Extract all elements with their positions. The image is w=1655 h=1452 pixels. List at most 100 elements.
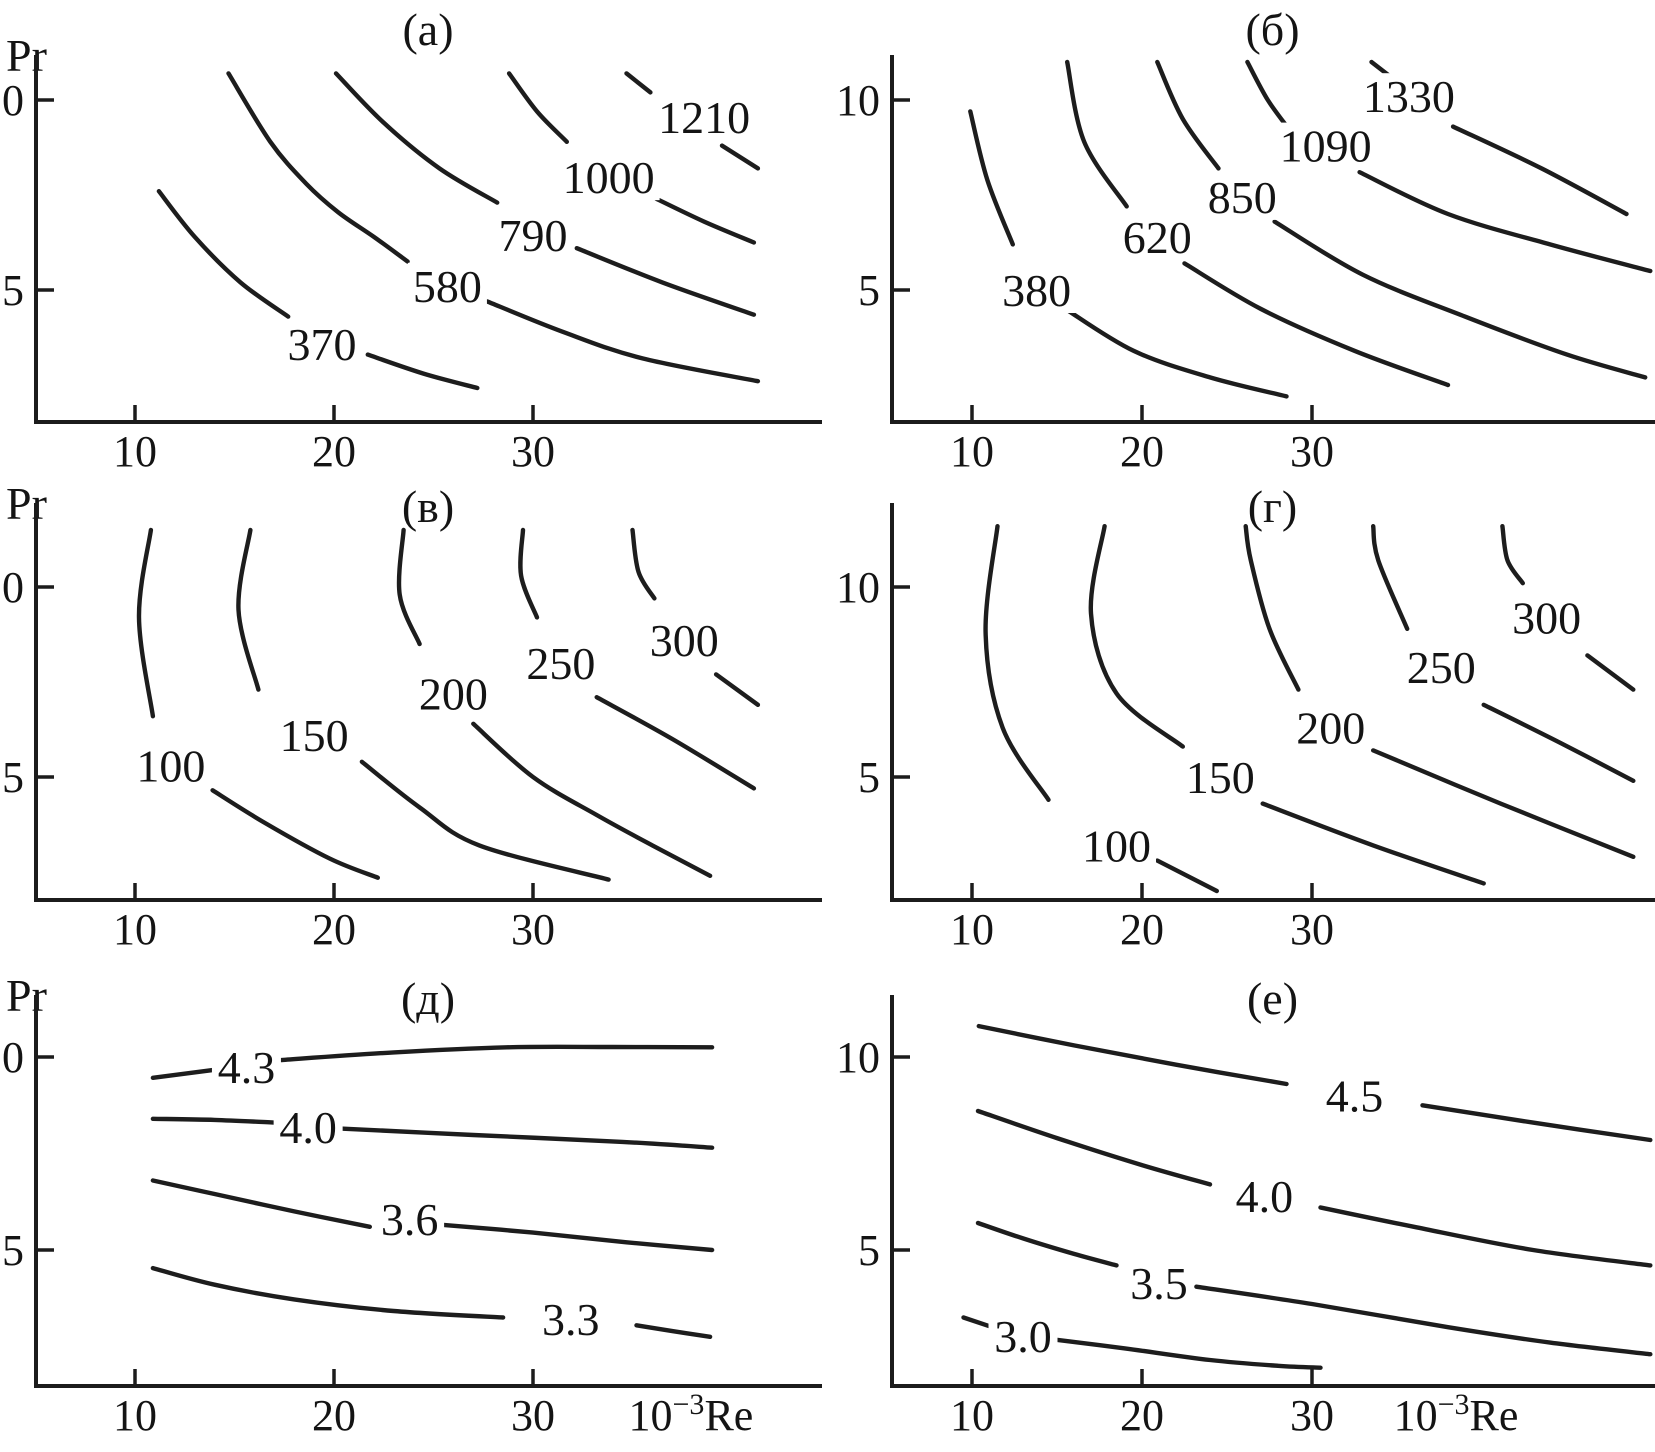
y-tick-label: 10 <box>0 76 24 125</box>
contour-label-backing <box>375 1196 445 1243</box>
y-axis-label: Pr <box>6 478 47 529</box>
contour-curve-150 <box>1088 524 1185 749</box>
x-tick-label: 30 <box>511 427 555 476</box>
contour-label-backing <box>211 1044 281 1091</box>
y-tick-label: 5 <box>858 266 880 315</box>
contour-label: 150 <box>1186 752 1255 803</box>
contour-label-backing <box>1077 822 1156 869</box>
contour-curve-300 <box>1500 524 1525 586</box>
x-axis-unit-label: 10−3Re <box>629 1388 754 1440</box>
contour-curve-4.3 <box>278 1044 715 1063</box>
contour-curve-3.3 <box>634 1323 713 1339</box>
y-tick-label: 5 <box>2 266 24 315</box>
x-tick-label: 20 <box>312 427 356 476</box>
y-tick-label: 10 <box>836 76 880 125</box>
contour-label-backing <box>413 670 493 717</box>
contour-curve-380 <box>1063 306 1289 399</box>
contour-label: 580 <box>413 261 482 312</box>
contour-curve-1000 <box>654 196 757 245</box>
contour-curve-850 <box>1155 59 1221 171</box>
contour-curve-1330 <box>1450 124 1629 217</box>
x-tick-label: 30 <box>1290 427 1334 476</box>
x-tick-label: 20 <box>1120 1391 1164 1440</box>
contour-curve-580 <box>485 299 761 384</box>
axes-frame <box>890 55 1655 424</box>
contour-curve-3.0 <box>1046 1336 1323 1370</box>
contour-label: 1090 <box>1280 121 1372 172</box>
x-tick-label: 10 <box>950 905 994 954</box>
contour-label-backing <box>1229 1172 1299 1219</box>
contour-curve-4.0 <box>335 1126 715 1150</box>
contour-label-backing <box>1124 1259 1194 1306</box>
contour-curve-300 <box>713 672 761 707</box>
x-tick-label: 20 <box>312 905 356 954</box>
contour-curve-1090 <box>1357 170 1653 274</box>
x-tick-label: 30 <box>511 1391 555 1440</box>
contour-curve-150 <box>1260 801 1486 886</box>
x-tick-label: 20 <box>1120 905 1164 954</box>
y-tick-label: 10 <box>0 563 24 612</box>
panel-title: (г) <box>1248 481 1298 532</box>
contour-label-backing <box>273 1103 343 1150</box>
contour-curve-3.3 <box>150 1265 506 1320</box>
y-tick-label: 5 <box>858 753 880 802</box>
contour-curve-4.0 <box>1318 1205 1653 1268</box>
x-tick-label: 10 <box>113 1391 157 1440</box>
contour-label: 200 <box>419 668 488 719</box>
contour-label-backing <box>1274 122 1377 169</box>
contour-curve-4.5 <box>976 1023 1289 1087</box>
contour-label: 3.0 <box>994 1311 1052 1362</box>
panel-a: (а)Pr10203010537058079010001210 <box>0 4 822 476</box>
contour-curve-580 <box>226 71 410 264</box>
contour-label: 790 <box>499 210 568 261</box>
x-axis-unit-part: −3 <box>1438 1388 1470 1421</box>
contour-curve-620 <box>1065 59 1129 209</box>
contour-curve-150 <box>359 759 611 882</box>
contour-label: 3.5 <box>1130 1258 1188 1309</box>
axes-frame <box>34 995 822 1388</box>
y-tick-label: 10 <box>836 1033 880 1082</box>
contour-label: 300 <box>650 615 719 666</box>
contour-label: 300 <box>1512 592 1581 643</box>
contour-label-backing <box>282 320 362 367</box>
contour-label-backing <box>997 267 1077 313</box>
contour-label: 100 <box>1082 820 1151 871</box>
contour-curve-1210 <box>719 143 761 171</box>
contour-curve-1000 <box>506 71 569 144</box>
contour-curve-100 <box>983 524 1051 802</box>
contour-label-backing <box>988 1313 1058 1360</box>
contour-curve-200 <box>471 721 713 878</box>
axes-frame <box>34 503 822 902</box>
panel-title: (в) <box>402 481 454 532</box>
contour-label: 3.3 <box>542 1294 600 1345</box>
contour-curve-850 <box>1272 219 1648 380</box>
contour-label-backing <box>1401 643 1481 690</box>
contour-curve-3.5 <box>975 1220 1119 1268</box>
contour-label: 100 <box>136 741 205 792</box>
contour-curve-250 <box>518 527 540 620</box>
y-tick-label: 5 <box>858 1226 880 1275</box>
contour-curve-250 <box>1481 702 1636 783</box>
y-tick-label: 10 <box>0 1033 24 1082</box>
contour-label-backing <box>407 262 487 309</box>
panel-title: (д) <box>401 973 455 1024</box>
contour-label-backing <box>1507 594 1587 641</box>
contour-label: 4.5 <box>1326 1071 1384 1122</box>
contour-curve-4.0 <box>975 1108 1213 1187</box>
x-tick-label: 10 <box>950 427 994 476</box>
contour-label: 380 <box>1002 265 1071 316</box>
panel-g: (г) 10 20 30 10 5 100 150 200 250 300 <box>836 481 1655 954</box>
contour-curve-150 <box>236 527 261 692</box>
x-tick-label: 20 <box>1120 427 1164 476</box>
x-tick-label: 10 <box>113 427 157 476</box>
contour-label: 250 <box>1407 642 1476 693</box>
x-tick-label: 10 <box>113 905 157 954</box>
contour-curve-3.0 <box>961 1315 995 1330</box>
contour-label-backing <box>1320 1072 1389 1119</box>
contour-curve-100 <box>210 788 380 880</box>
